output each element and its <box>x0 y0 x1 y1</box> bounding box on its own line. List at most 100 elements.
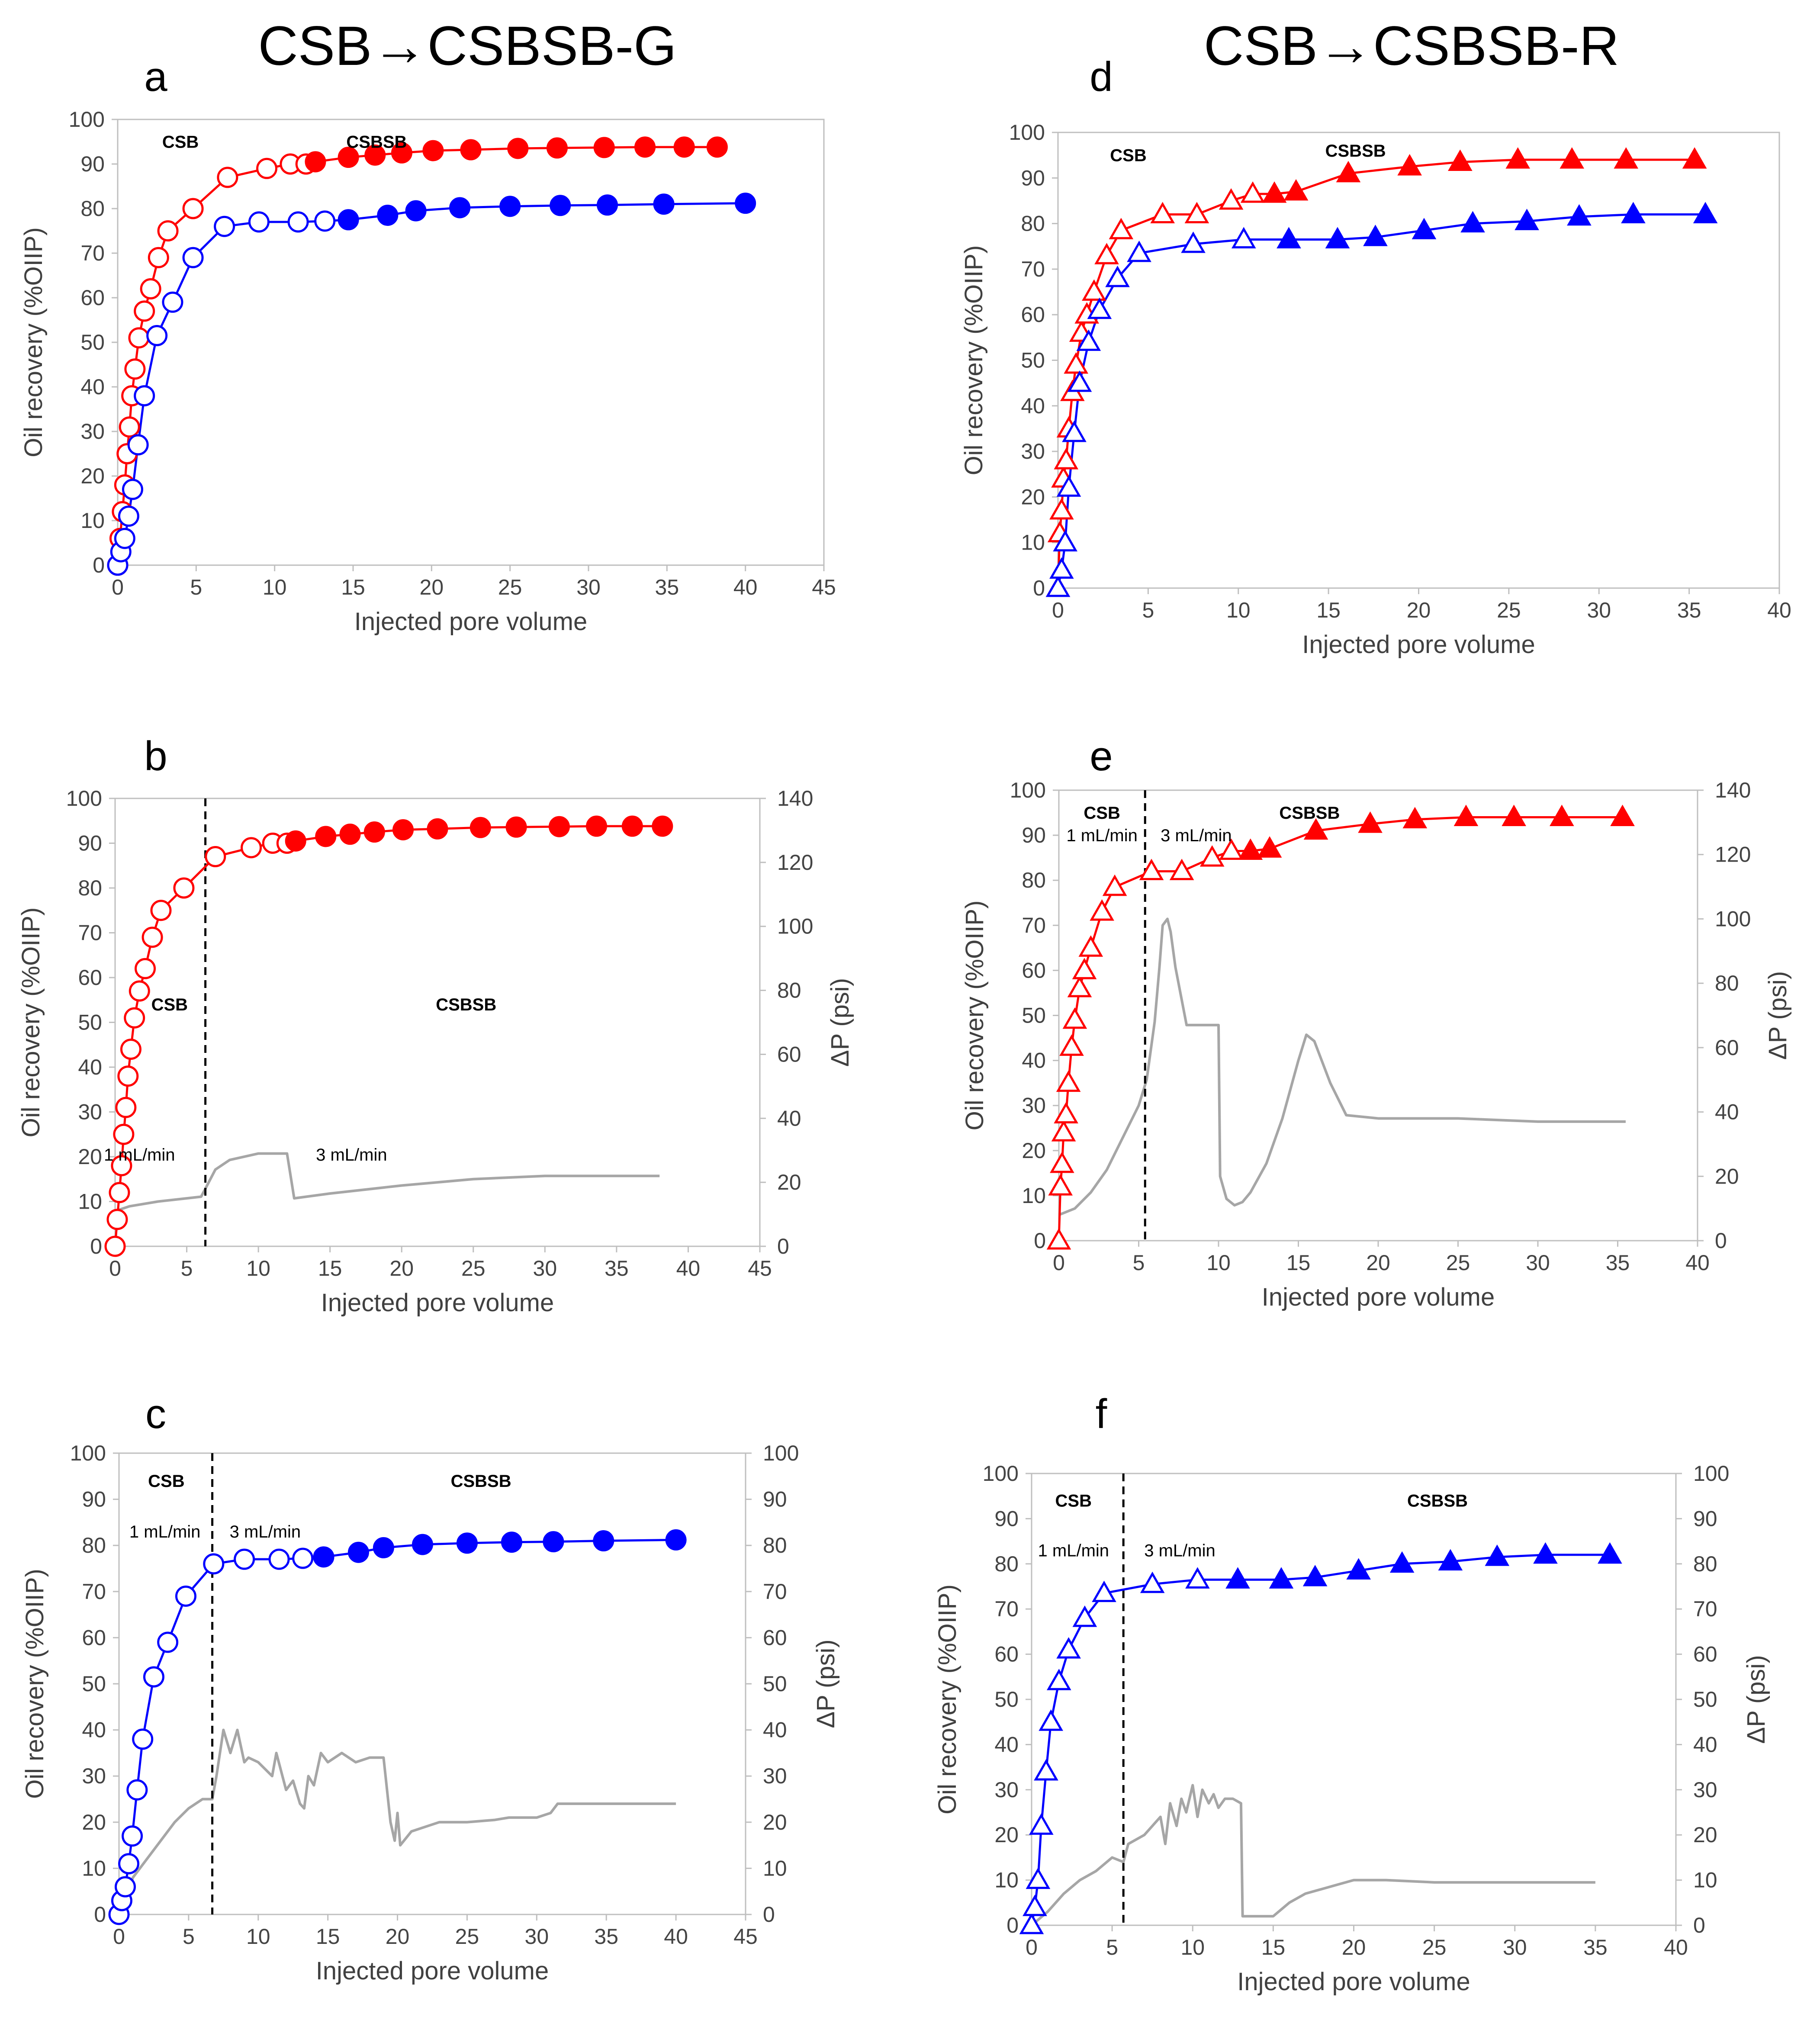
x-tick-label: 40 <box>733 575 758 599</box>
y2-tick-label: 50 <box>763 1672 787 1696</box>
x-tick-label: 30 <box>533 1256 557 1280</box>
y-tick-label: 10 <box>994 1868 1019 1892</box>
y-tick-label: 50 <box>78 1010 102 1035</box>
y-tick-label: 100 <box>1009 120 1045 145</box>
x-tick-label: 15 <box>1286 1251 1311 1275</box>
y-tick-label: 90 <box>994 1506 1019 1531</box>
x-tick-label: 20 <box>1342 1935 1366 1959</box>
annotation: CSBSB <box>1325 142 1386 161</box>
data-point <box>182 247 204 268</box>
y-tick-label: 30 <box>994 1778 1019 1802</box>
x-tick-label: 30 <box>1503 1935 1527 1959</box>
y2-tick-label: 0 <box>1715 1229 1727 1253</box>
data-point <box>593 1530 614 1552</box>
y2-tick-label: 60 <box>777 1042 801 1066</box>
y-tick-label: 70 <box>80 241 105 265</box>
y2-tick-label: 90 <box>1693 1506 1717 1531</box>
data-point <box>1515 209 1539 230</box>
y-tick-label: 40 <box>1022 1049 1046 1073</box>
y-tick-label: 40 <box>80 375 105 399</box>
data-point <box>1225 1567 1250 1589</box>
dp-line <box>115 1152 660 1213</box>
data-point <box>422 140 444 161</box>
plot-frame <box>1031 1473 1677 1926</box>
data-point <box>1598 1542 1622 1564</box>
y-tick-label: 0 <box>1033 576 1045 600</box>
annotation: CSB <box>1084 804 1120 823</box>
x-tick-label: 35 <box>655 575 679 599</box>
data-point <box>1062 420 1087 442</box>
data-point <box>1056 1070 1081 1092</box>
data-point <box>109 1182 130 1203</box>
data-point <box>1019 1912 1044 1934</box>
data-point <box>653 193 675 215</box>
data-point <box>1094 243 1119 264</box>
x-tick-label: 40 <box>664 1924 688 1949</box>
data-point <box>1051 1120 1076 1142</box>
data-point <box>113 1123 135 1145</box>
y2-tick-label: 140 <box>1715 778 1751 802</box>
y-tick-label: 100 <box>70 1441 106 1465</box>
y-tick-label: 80 <box>82 1533 106 1557</box>
y2-tick-label: 40 <box>763 1718 787 1742</box>
data-point <box>203 1553 225 1575</box>
y-tick-label: 30 <box>82 1764 106 1788</box>
y2-tick-label: 20 <box>1715 1164 1739 1188</box>
data-point <box>1346 1558 1371 1580</box>
x-tick-label: 0 <box>1026 1935 1038 1959</box>
y2-tick-label: 10 <box>1693 1868 1717 1892</box>
data-point <box>1049 498 1074 520</box>
column-title-csb-csbsb-g: CSB→CSBSB-G <box>258 15 676 77</box>
panel-letter-d: d <box>1090 54 1113 100</box>
y-tick-label: 100 <box>1010 778 1046 802</box>
data-point <box>347 1541 369 1563</box>
data-point <box>1693 202 1718 224</box>
data-point <box>665 1529 687 1551</box>
data-point <box>104 1235 126 1257</box>
y-tick-label: 60 <box>994 1642 1019 1666</box>
y2-tick-label: 100 <box>777 914 813 939</box>
data-point <box>173 877 195 899</box>
panel-b: b0 5 10 15 20 25 30 35 40 45010203040506070809010… <box>17 733 854 1317</box>
data-point <box>1046 1228 1071 1250</box>
x-tick-label: 40 <box>676 1256 701 1280</box>
data-point <box>543 1531 564 1553</box>
annotation: CSBSB <box>346 133 407 152</box>
annotation: 1 mL/min <box>1066 826 1138 845</box>
y2-tick-label: 80 <box>763 1533 787 1557</box>
data-point <box>122 479 143 500</box>
x-tick-label: 20 <box>389 1256 414 1280</box>
data-point <box>392 819 414 840</box>
data-point <box>214 216 235 237</box>
data-point <box>1397 154 1422 176</box>
data-point <box>706 136 728 158</box>
annotation: CSB <box>1110 146 1146 165</box>
data-point <box>597 194 618 216</box>
data-point <box>505 816 527 838</box>
x-tick-label: 35 <box>605 1256 629 1280</box>
y-tick-label: 80 <box>78 876 102 900</box>
x-tick-label: 5 <box>1142 598 1154 622</box>
data-point <box>162 291 183 313</box>
data-point <box>118 505 139 527</box>
y-tick-label: 90 <box>1021 166 1045 190</box>
data-point <box>1048 1174 1073 1196</box>
data-point <box>122 1825 143 1847</box>
data-point <box>1072 1605 1097 1627</box>
data-point <box>1092 1580 1116 1602</box>
x-axis-label: Injected pore volume <box>1302 631 1535 659</box>
y2-tick-label: 140 <box>777 786 813 811</box>
data-point <box>1363 225 1388 246</box>
data-point <box>143 1666 164 1688</box>
data-point <box>1303 818 1328 840</box>
panel-letter-f: f <box>1096 1391 1107 1437</box>
annotation: CSBSB <box>436 995 496 1014</box>
data-point <box>1389 1551 1415 1573</box>
y-tick-label: 60 <box>1022 958 1046 982</box>
data-point <box>338 147 359 168</box>
y2-tick-label: 50 <box>1693 1687 1717 1712</box>
data-point <box>1560 147 1585 169</box>
data-point <box>1023 1895 1047 1916</box>
data-point <box>1199 845 1225 867</box>
data-point <box>548 816 570 837</box>
